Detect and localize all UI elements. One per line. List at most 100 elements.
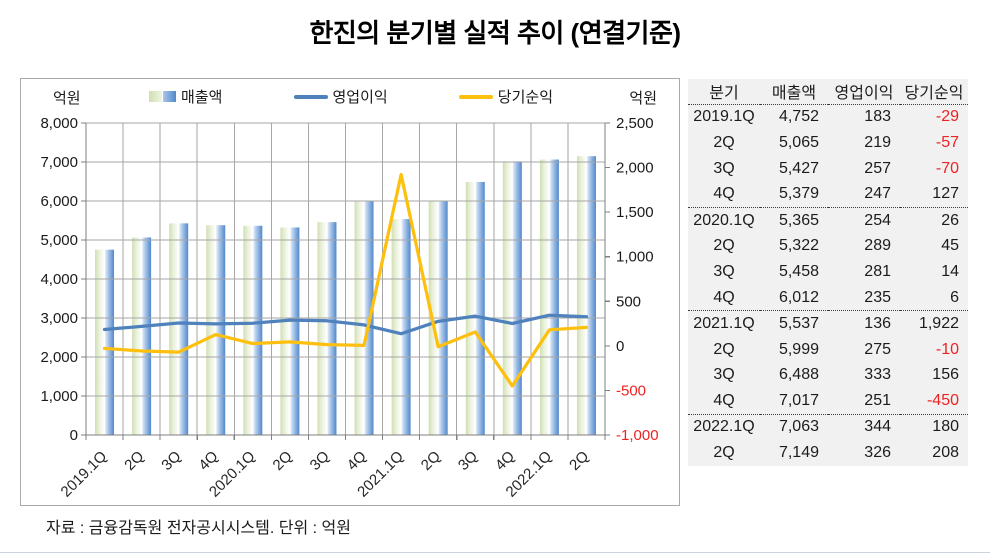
net-profit-cell: 26 [900, 206, 968, 234]
net-profit-cell: 14 [941, 262, 959, 280]
table-row: 2020.1Q 5,365 254 26 [688, 206, 968, 234]
page-title: 한진의 분기별 실적 추이 (연결기준) [309, 18, 681, 48]
table-header-row: 분기 매출액 영업이익 당기순익 [688, 79, 968, 104]
legend-item-net-profit: 당기순익 [458, 86, 553, 107]
operating-profit-cell: 257 [864, 159, 891, 177]
table-row: 2021.1Q 5,537 136 1,922 [688, 310, 968, 337]
sales-cell: 6,488 [778, 366, 819, 384]
net-profit-line-swatch-icon [458, 94, 493, 99]
svg-text:8,000: 8,000 [40, 115, 78, 132]
operating-profit-cell: 247 [864, 185, 891, 203]
quarter-cell: 3Q [713, 159, 735, 177]
sales-cell: 7,149 [778, 443, 819, 461]
operating-profit-cell: 219 [864, 133, 891, 151]
sales-cell: 5,379 [778, 185, 819, 203]
net-profit-cell: 127 [932, 185, 959, 203]
sales-cell: 5,537 [760, 310, 828, 337]
sales-cell: 5,999 [778, 340, 819, 358]
quarter-cell: 4Q [713, 391, 735, 409]
quarter-cell: 2Q [713, 443, 735, 461]
sales-cell: 7,017 [778, 391, 819, 409]
operating-profit-cell: 289 [864, 237, 891, 255]
quarter-cell: 2020.1Q [688, 206, 760, 234]
net-profit-cell: -10 [935, 340, 959, 358]
table-row: 4Q 7,017 251 -450 [688, 388, 968, 414]
quarter-cell: 4Q [713, 288, 735, 306]
operating-profit-cell: 254 [828, 206, 900, 234]
net-profit-cell: -450 [926, 391, 959, 409]
net-profit-line [102, 172, 589, 388]
net-profit-cell: 6 [950, 288, 959, 306]
operating-profit-cell: 136 [828, 310, 900, 337]
svg-text:3Q: 3Q [307, 448, 333, 474]
quarter-cell: 2Q [713, 237, 735, 255]
sales-cell: 5,322 [778, 237, 819, 255]
table-row: 2022.1Q 7,063 344 180 [688, 413, 968, 440]
svg-text:6,000: 6,000 [40, 193, 78, 210]
chart-panel: 0 1,000 2,000 3,000 4,000 5,000 6,000 7,000 8,00… [20, 78, 680, 506]
chart-legend: 억원 매출액 영업이익 당기순익 억원 [21, 79, 679, 113]
header-operating-profit: 영업이익 [834, 85, 894, 103]
svg-text:7,000: 7,000 [40, 154, 78, 171]
left-axis-unit: 억원 [53, 90, 81, 107]
operating-profit-cell: 251 [864, 391, 891, 409]
operating-profit-cell: 275 [864, 340, 891, 358]
svg-text:5,000: 5,000 [40, 232, 78, 249]
table-row: 3Q 6,488 333 156 [688, 362, 968, 388]
sales-cell: 7,063 [760, 413, 828, 440]
operating-profit-cell: 344 [828, 413, 900, 440]
svg-text:4Q: 4Q [195, 448, 221, 474]
gridlines [85, 122, 606, 436]
svg-text:3,000: 3,000 [40, 310, 78, 327]
operating-profit-cell: 281 [864, 262, 891, 280]
table-row: 2Q 7,149 326 208 [688, 440, 968, 466]
sales-cell: 6,012 [778, 288, 819, 306]
legend-operating-profit-label: 영업이익 [332, 89, 388, 106]
svg-text:2,000: 2,000 [616, 160, 654, 177]
svg-text:2019.1Q: 2019.1Q [58, 448, 111, 501]
svg-text:3Q: 3Q [158, 448, 184, 474]
table-row: 2Q 5,322 289 45 [688, 233, 968, 259]
sales-cell: 5,427 [778, 159, 819, 177]
legend-net-profit-label: 당기순익 [497, 89, 553, 106]
legend-revenue-label: 매출액 [181, 89, 223, 106]
table-row: 3Q 5,427 257 -70 [688, 156, 968, 182]
svg-text:1,000: 1,000 [40, 388, 78, 405]
quarter-cell: 4Q [713, 185, 735, 203]
svg-text:4,000: 4,000 [40, 271, 78, 288]
quarter-cell: 2021.1Q [688, 310, 760, 337]
svg-text:500: 500 [616, 293, 641, 310]
right-axis-unit: 억원 [629, 90, 657, 107]
svg-text:2Q: 2Q [270, 448, 296, 474]
header-net-profit: 당기순익 [904, 85, 964, 103]
legend-item-operating-profit: 영업이익 [293, 86, 388, 107]
net-profit-cell: 208 [932, 443, 959, 461]
left-axis-labels: 0 1,000 2,000 3,000 4,000 5,000 6,000 7,000 8,00… [40, 115, 78, 444]
quarterly-results-table: 분기 매출액 영업이익 당기순익 2019.1Q 4,752 183 -29 2Q 5,0… [688, 79, 968, 466]
svg-text:0: 0 [616, 338, 624, 355]
svg-text:1,000: 1,000 [616, 249, 654, 266]
quarter-cell: 2Q [713, 340, 735, 358]
table-row: 2019.1Q 4,752 183 -29 [688, 104, 968, 130]
sales-cell: 5,365 [760, 206, 828, 234]
quarter-cell: 2019.1Q [693, 108, 755, 126]
svg-text:2Q: 2Q [121, 448, 147, 474]
combo-chart: 0 1,000 2,000 3,000 4,000 5,000 6,000 7,000 8,00… [40, 115, 658, 501]
sales-cell: 5,458 [778, 262, 819, 280]
operating-profit-cell: 183 [864, 108, 891, 126]
table-row: 3Q 5,458 281 14 [688, 259, 968, 285]
operating-profit-cell: 326 [864, 443, 891, 461]
svg-text:2,000: 2,000 [40, 349, 78, 366]
source-note: 자료 : 금융감독원 전자공시시스템. 단위 : 억원 [46, 520, 351, 537]
svg-text:0: 0 [70, 427, 78, 444]
legend-item-revenue: 매출액 [149, 86, 222, 107]
quarter-cell: 3Q [713, 262, 735, 280]
operating-profit-cell: 235 [864, 288, 891, 306]
svg-text:1,500: 1,500 [616, 204, 654, 221]
sales-cell: 4,752 [778, 108, 819, 126]
operating-profit-line-swatch-icon [293, 94, 328, 99]
net-profit-cell: -57 [935, 133, 959, 151]
svg-text:-500: -500 [616, 382, 646, 399]
quarter-cell: 3Q [713, 366, 735, 384]
